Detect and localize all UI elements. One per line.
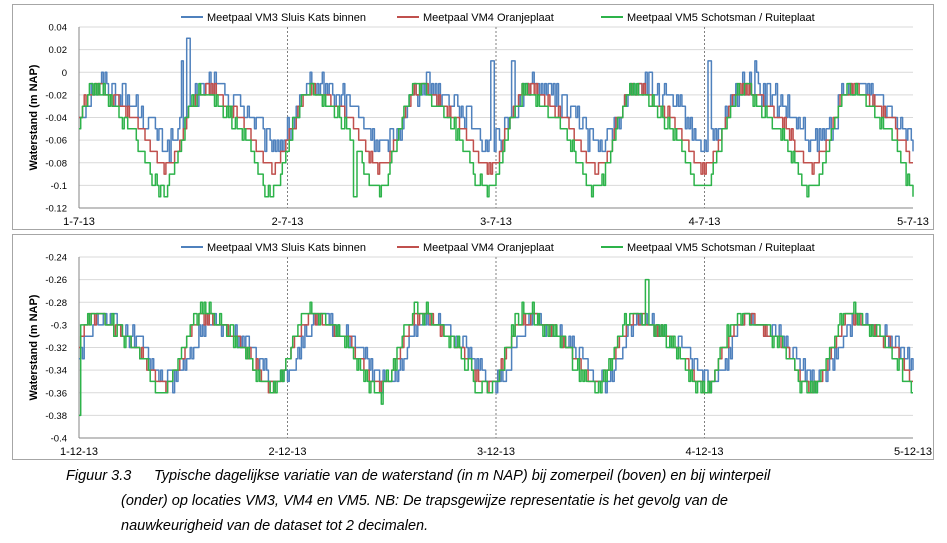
- chart-panel-winter: -0.4 -0.38 -0.36 -0.34 -0.32 -0.3 -0.28 -0.26 -0…: [12, 234, 934, 460]
- y-tick-label: -0.3: [51, 320, 67, 331]
- y-axis-label: Waterstand (m NAP): [28, 64, 40, 170]
- y-tick-label: -0.36: [45, 388, 67, 399]
- y-tick-label: 0.04: [49, 23, 68, 34]
- legend-entry: Meetpaal VM4 Oranjeplaat: [397, 12, 554, 24]
- winter-water-level-chart: -0.4 -0.38 -0.36 -0.34 -0.32 -0.3 -0.28 -0.26 -0…: [28, 242, 932, 458]
- y-tick-label: -0.1: [51, 181, 67, 192]
- legend-entry: Meetpaal VM5 Schotsman / Ruiteplaat: [601, 242, 815, 254]
- y-tick-label: -0.04: [45, 113, 67, 124]
- legend-entry: Meetpaal VM3 Sluis Kats binnen: [181, 12, 366, 24]
- legend-label: Meetpaal VM5 Schotsman / Ruiteplaat: [627, 12, 815, 24]
- summer-water-level-chart: -0.12 -0.1 -0.08 -0.06 -0.04 -0.02 0 0.02 0.04 1-…: [28, 12, 929, 228]
- x-tick-label: 1-12-13: [60, 446, 98, 458]
- figure-number: Figuur 3.3: [66, 468, 132, 484]
- chart-panel-summer: -0.12 -0.1 -0.08 -0.06 -0.04 -0.02 0 0.02 0.04 1-…: [12, 4, 934, 230]
- x-tick-label: 2-7-13: [272, 216, 304, 228]
- x-tick-label: 3-12-13: [477, 446, 515, 458]
- y-tick-label: -0.28: [45, 298, 67, 309]
- y-tick-label: -0.32: [45, 343, 67, 354]
- legend-label: Meetpaal VM3 Sluis Kats binnen: [207, 12, 366, 24]
- x-tick-label: 4-12-13: [686, 446, 724, 458]
- caption-line-3: nauwkeurigheid van de dataset tot 2 deci…: [121, 518, 429, 534]
- legend-label: Meetpaal VM3 Sluis Kats binnen: [207, 242, 366, 254]
- legend-label: Meetpaal VM5 Schotsman / Ruiteplaat: [627, 242, 815, 254]
- y-tick-label: -0.02: [45, 90, 67, 101]
- x-tick-label: 1-7-13: [63, 216, 95, 228]
- x-tick-label: 4-7-13: [689, 216, 721, 228]
- series-line: [79, 82, 913, 175]
- y-tick-label: -0.26: [45, 275, 67, 286]
- caption-line-1: Typische dagelijkse variatie van de wate…: [154, 468, 771, 484]
- series-line: [79, 82, 914, 198]
- y-tick-label: -0.12: [45, 204, 67, 215]
- legend-entry: Meetpaal VM5 Schotsman / Ruiteplaat: [601, 12, 815, 24]
- y-tick-label: -0.38: [45, 411, 67, 422]
- y-tick-label: 0: [62, 68, 67, 79]
- y-axis-label: Waterstand (m NAP): [28, 294, 40, 400]
- x-tick-label: 2-12-13: [269, 446, 307, 458]
- y-tick-label: -0.24: [45, 253, 67, 264]
- y-tick-label: -0.06: [45, 136, 67, 147]
- y-tick-label: -0.08: [45, 158, 67, 169]
- x-tick-label: 3-7-13: [480, 216, 512, 228]
- legend-entry: Meetpaal VM3 Sluis Kats binnen: [181, 242, 366, 254]
- legend-label: Meetpaal VM4 Oranjeplaat: [423, 242, 554, 254]
- legend-label: Meetpaal VM4 Oranjeplaat: [423, 12, 554, 24]
- caption-line-2: (onder) op locaties VM3, VM4 en VM5. NB:…: [121, 493, 728, 509]
- y-tick-label: -0.4: [51, 434, 67, 445]
- series-line: [79, 278, 913, 417]
- x-tick-label: 5-7-13: [897, 216, 929, 228]
- figure-caption: Figuur 3.3 Typische dagelijkse variatie v…: [66, 464, 926, 539]
- x-tick-label: 5-12-13: [894, 446, 932, 458]
- legend-entry: Meetpaal VM4 Oranjeplaat: [397, 242, 554, 254]
- y-tick-label: -0.34: [45, 366, 67, 377]
- y-tick-label: 0.02: [49, 45, 68, 56]
